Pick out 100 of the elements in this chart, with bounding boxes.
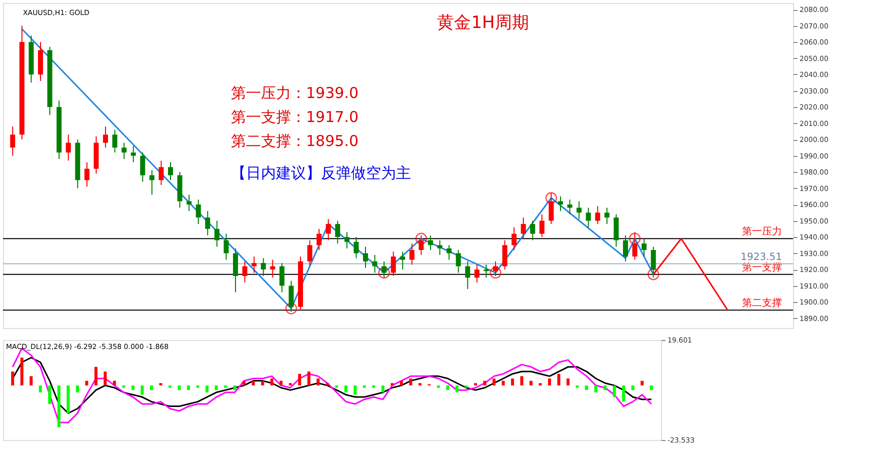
candlestick [242, 260, 248, 283]
bar [335, 385, 338, 388]
candlestick [595, 206, 600, 224]
point [415, 232, 428, 244]
bar [530, 380, 533, 386]
bar [206, 385, 209, 392]
candlestick [493, 260, 498, 276]
candlestick [474, 264, 480, 283]
bar [520, 376, 524, 386]
bar [196, 385, 200, 388]
candlestick [168, 162, 173, 181]
candlestick [354, 236, 359, 259]
bar [372, 385, 376, 388]
bar [354, 385, 357, 395]
candlestick [288, 280, 294, 312]
bar [11, 372, 14, 386]
bar [464, 385, 468, 388]
bar [316, 378, 320, 386]
bar [214, 385, 218, 390]
bar [104, 372, 107, 386]
bar [381, 385, 384, 392]
candlestick [650, 246, 656, 278]
candlestick [428, 234, 433, 250]
bar [112, 380, 116, 386]
candlestick [409, 243, 414, 266]
candlestick [84, 162, 90, 188]
candlestick [567, 199, 572, 215]
bar [140, 385, 144, 395]
bar [178, 385, 181, 390]
bar [566, 378, 570, 386]
candlestick [233, 248, 238, 293]
candlestick [446, 244, 452, 260]
candlestick [149, 170, 154, 196]
candlestick [307, 240, 312, 267]
candlestick [363, 246, 368, 268]
bar [168, 385, 172, 388]
bar [131, 385, 134, 390]
candlestick [465, 260, 470, 290]
candlestick [122, 142, 127, 160]
candlestick [344, 232, 350, 249]
bar [446, 385, 450, 390]
candlestick [335, 220, 340, 244]
candlestick [10, 126, 16, 156]
bar [252, 380, 255, 386]
annotation: 第二支撑：1895.0 [231, 132, 358, 150]
bar [261, 380, 264, 386]
ref-line-label: 第二支撑 [742, 297, 782, 310]
line-series [12, 356, 652, 414]
candlestick [484, 264, 489, 278]
candlestick [140, 152, 146, 182]
text: 黄金1H周期 [437, 13, 529, 33]
bar [650, 385, 653, 390]
point [285, 302, 298, 314]
candlestick [196, 199, 201, 224]
point [490, 266, 502, 279]
point [378, 266, 390, 279]
candlestick [437, 240, 442, 256]
candlestick [112, 129, 118, 153]
bar [298, 374, 302, 386]
bar [307, 372, 310, 386]
candlestick [372, 254, 378, 274]
bar [548, 378, 552, 386]
candlestick [418, 234, 424, 256]
bar [224, 385, 228, 388]
annotation: 【日内建议】反弹做空为主 [231, 164, 411, 182]
candlestick [614, 214, 619, 248]
candlestick [623, 234, 628, 262]
candlestick [270, 259, 276, 278]
point [648, 268, 660, 280]
bar [57, 385, 60, 428]
bar [409, 378, 412, 386]
candlestick [530, 220, 536, 241]
bar [557, 374, 560, 386]
point [628, 232, 641, 244]
bar [270, 378, 274, 386]
candlestick [400, 251, 406, 270]
bar [594, 385, 598, 392]
bar [187, 385, 190, 390]
bar [640, 380, 644, 386]
candlestick [224, 233, 229, 260]
candlestick [260, 258, 266, 276]
candlestick [502, 240, 508, 270]
bar [576, 385, 579, 388]
bar [604, 385, 607, 390]
candlestick [326, 218, 331, 241]
bar [76, 385, 79, 392]
bar [122, 385, 126, 388]
bar [400, 380, 403, 386]
bar [233, 385, 236, 390]
candlestick [130, 146, 136, 163]
bar [150, 385, 153, 390]
candlestick [316, 228, 322, 250]
ref-line-label: 1923.51 [740, 252, 782, 263]
candlestick [586, 207, 591, 228]
bar [30, 376, 33, 386]
bar [85, 380, 88, 386]
bar [492, 378, 496, 386]
candlestick [548, 192, 554, 224]
candlestick [382, 260, 387, 278]
candlestick [520, 217, 526, 240]
